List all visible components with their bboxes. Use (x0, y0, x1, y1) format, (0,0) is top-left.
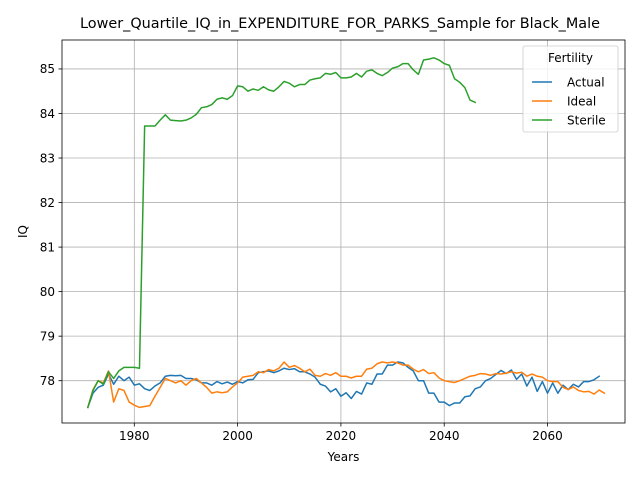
legend-label-ideal: Ideal (567, 94, 596, 108)
x-tick-label: 2040 (429, 429, 460, 443)
legend: Fertility Actual Ideal Sterile (522, 45, 619, 133)
plot-frame (61, 39, 626, 424)
legend-items: Actual Ideal Sterile (532, 75, 606, 127)
x-axis-label: Years (327, 450, 360, 464)
y-tick-label: 83 (40, 151, 55, 165)
legend-label-sterile: Sterile (567, 113, 606, 127)
legend-label-actual: Actual (567, 75, 605, 89)
x-tick-label: 2060 (532, 429, 563, 443)
y-tick-label: 81 (40, 240, 55, 254)
chart-title: Lower_Quartile_IQ_in_EXPENDITURE_FOR_PAR… (80, 16, 600, 32)
legend-title: Fertility (548, 51, 593, 65)
series-line-actual (86, 361, 601, 409)
y-tick-label: 85 (40, 62, 55, 76)
y-tick-label: 79 (40, 329, 55, 343)
series-line-sterile (86, 57, 477, 409)
y-tick-label: 82 (40, 196, 55, 210)
y-axis: 78 79 80 81 82 83 84 85 (40, 62, 62, 388)
y-tick-label: 78 (40, 374, 55, 388)
legend-box (522, 45, 619, 133)
y-tick-label: 84 (40, 107, 55, 121)
x-tick-label: 1980 (119, 429, 150, 443)
y-axis-label: IQ (16, 225, 30, 238)
x-tick-label: 2020 (326, 429, 357, 443)
series-line-ideal (86, 361, 606, 409)
series-layer (86, 57, 606, 409)
y-tick-label: 80 (40, 285, 55, 299)
x-tick-label: 2000 (222, 429, 253, 443)
grid (62, 40, 625, 423)
x-axis: 1980 2000 2020 2040 2060 (119, 423, 563, 443)
